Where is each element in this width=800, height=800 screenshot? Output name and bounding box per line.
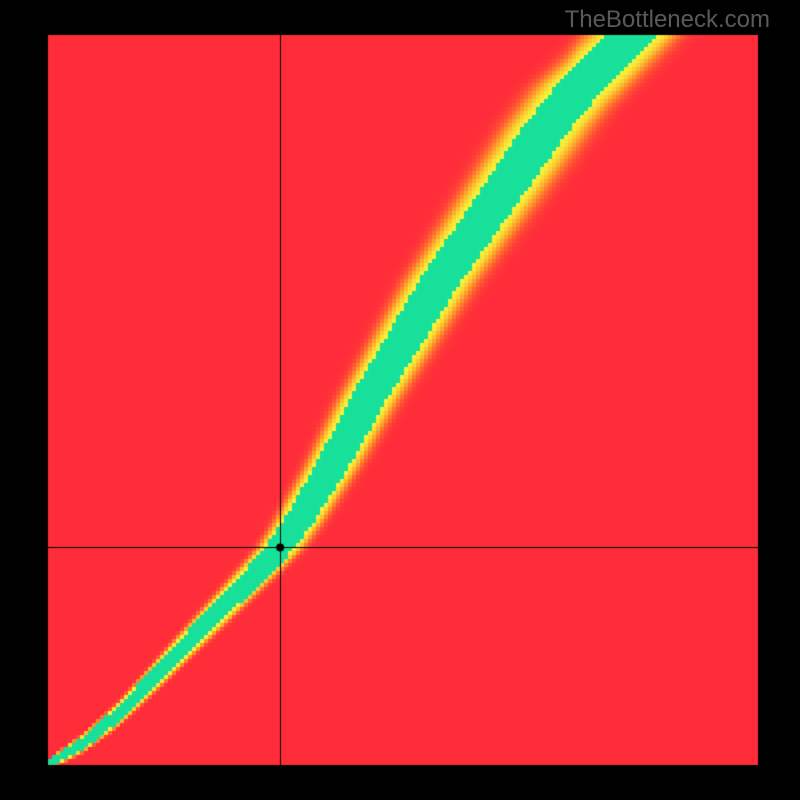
heatmap-canvas	[0, 0, 800, 800]
chart-container: TheBottleneck.com	[0, 0, 800, 800]
watermark-text: TheBottleneck.com	[565, 6, 770, 34]
